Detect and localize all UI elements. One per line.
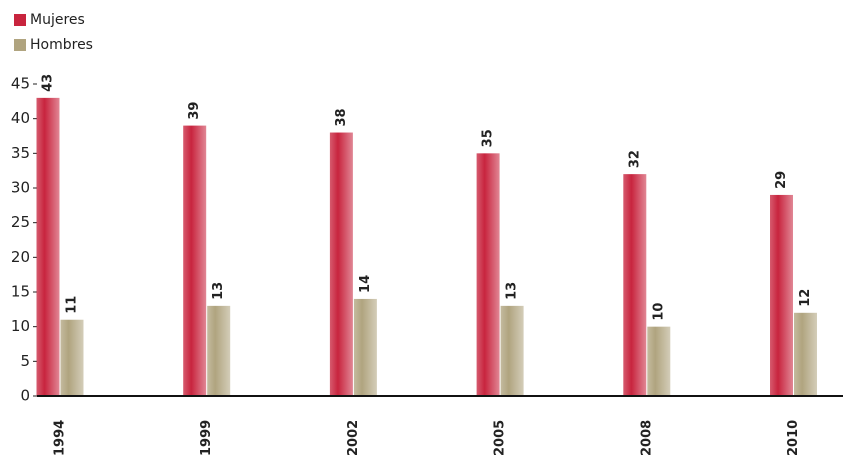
legend-label: Hombres — [30, 37, 93, 53]
bar — [500, 305, 524, 396]
y-tick-label: 25 — [11, 213, 30, 231]
bar — [647, 326, 671, 396]
data-label: 12 — [798, 289, 813, 307]
legend-swatch — [14, 39, 26, 51]
bar — [36, 97, 60, 396]
y-tick-label: 30 — [11, 179, 30, 197]
data-label: 38 — [334, 108, 349, 126]
bar — [623, 174, 647, 396]
y-tick-label: 5 — [20, 352, 30, 370]
x-tick-label: 2002 — [346, 420, 361, 456]
bar — [794, 312, 817, 396]
y-tick-label: 0 — [20, 387, 30, 405]
data-label: 32 — [627, 150, 642, 168]
data-label: 39 — [187, 102, 202, 120]
y-tick-label: 40 — [11, 109, 30, 127]
data-label: 35 — [481, 129, 496, 147]
data-label: 10 — [651, 303, 666, 321]
data-label: 11 — [65, 296, 80, 314]
bar — [183, 125, 207, 396]
bar — [60, 319, 84, 396]
legend-swatch — [14, 14, 26, 26]
bar — [476, 153, 500, 396]
x-tick-label: 1994 — [53, 420, 68, 456]
bar — [353, 298, 377, 396]
data-label: 14 — [358, 275, 373, 293]
x-tick-label: 1999 — [199, 420, 214, 456]
bar — [207, 305, 231, 396]
x-tick-label: 2010 — [786, 420, 801, 456]
data-label: 13 — [505, 282, 520, 300]
y-tick-label: 35 — [11, 144, 30, 162]
bar — [770, 194, 793, 396]
data-label: 29 — [774, 171, 789, 189]
data-label: 13 — [211, 282, 226, 300]
y-tick-label: 20 — [11, 248, 30, 266]
y-tick-label: 15 — [11, 283, 30, 301]
y-tick-label: 45 — [11, 75, 30, 93]
y-tick-label: 10 — [11, 317, 30, 335]
x-tick-label: 2005 — [493, 420, 508, 456]
data-label: 43 — [41, 74, 56, 92]
x-tick-label: 2008 — [639, 420, 654, 456]
bar — [329, 132, 353, 397]
legend-label: Mujeres — [30, 12, 85, 28]
